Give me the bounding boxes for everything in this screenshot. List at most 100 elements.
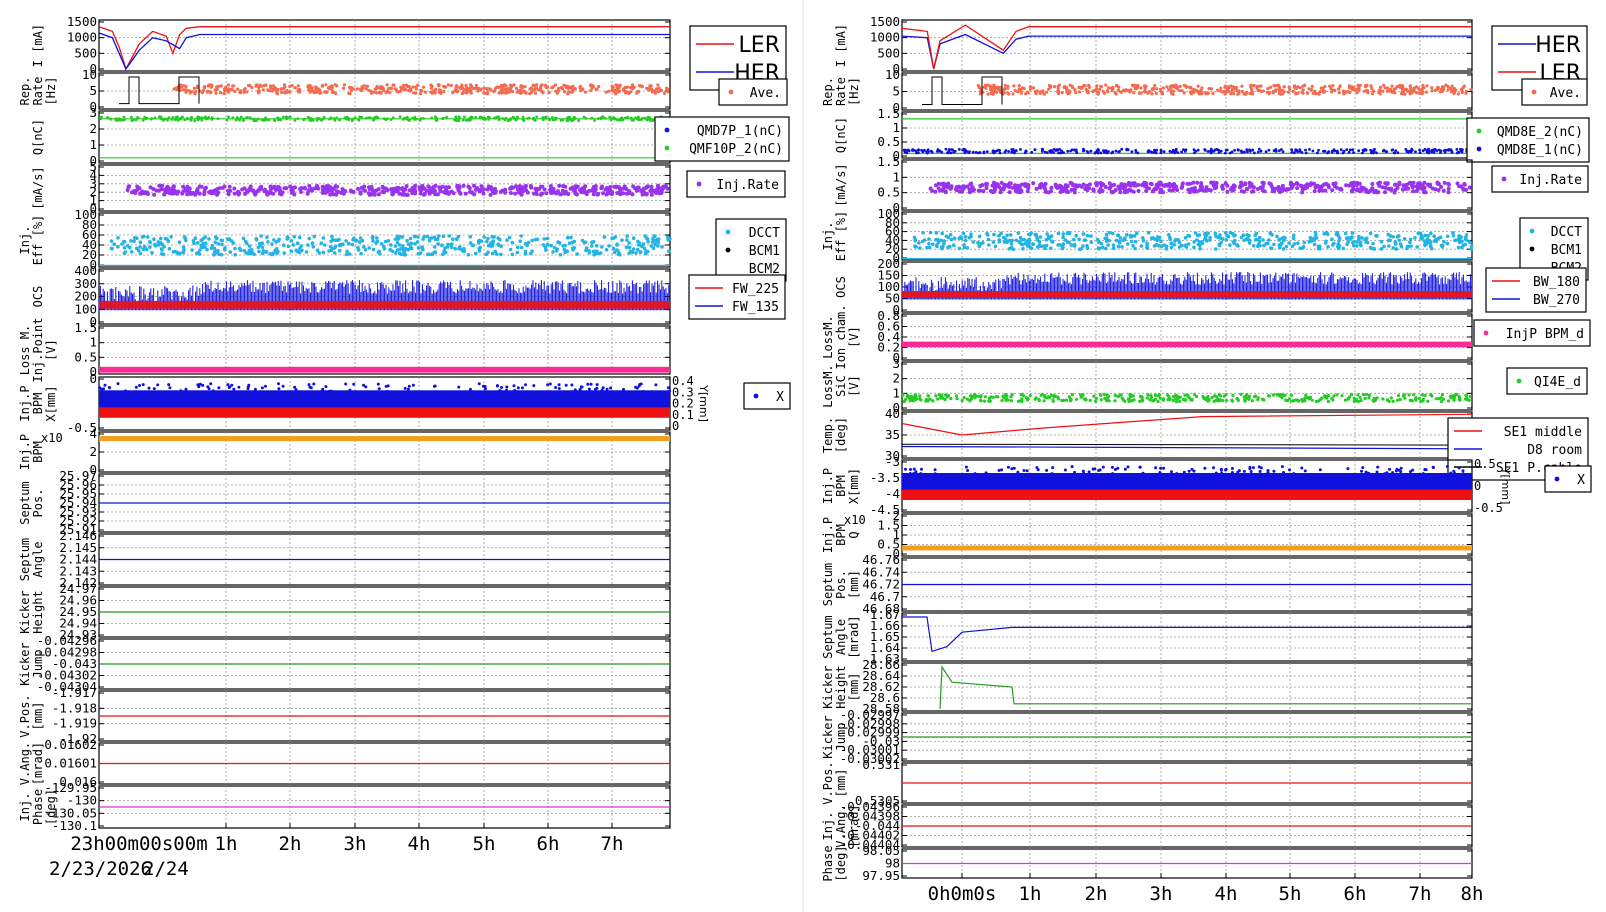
data-point (935, 244, 939, 249)
data-point (307, 184, 312, 188)
data-point (192, 241, 196, 245)
data-point (1298, 148, 1302, 152)
data-point (615, 86, 619, 90)
data-point (127, 184, 132, 189)
data-point (334, 192, 339, 197)
y-axis-label: Eff [%] (834, 211, 848, 262)
data-point (380, 85, 384, 89)
data-point (372, 192, 377, 197)
data-point (651, 118, 655, 122)
data-point (415, 240, 420, 244)
data-point (306, 189, 311, 194)
data-point (1295, 186, 1300, 191)
data-point (1381, 149, 1385, 153)
data-point (402, 83, 406, 87)
data-point (411, 383, 415, 387)
data-point (963, 151, 967, 155)
data-point (461, 249, 465, 253)
y-tick-label: 1.5 (877, 154, 900, 169)
data-point (1020, 182, 1024, 187)
data-point (581, 87, 585, 91)
data-point (468, 241, 473, 245)
data-point (1375, 151, 1378, 155)
data-point (322, 116, 326, 120)
data-point (1229, 84, 1233, 88)
data-point (1397, 238, 1402, 243)
data-point (1195, 180, 1200, 185)
data-point (159, 236, 163, 241)
data-point (1393, 182, 1397, 187)
data-point (468, 190, 472, 194)
data-point (472, 192, 477, 197)
data-point (954, 188, 959, 193)
data-point (540, 83, 544, 87)
data-point (469, 115, 473, 119)
data-point (196, 241, 200, 245)
data-point (171, 184, 176, 189)
data-point (390, 192, 395, 197)
data-point (618, 192, 623, 197)
data-point (596, 251, 600, 256)
data-point (1430, 89, 1434, 93)
data-point (553, 83, 558, 87)
data-point (1358, 189, 1363, 194)
data-point (1180, 150, 1183, 154)
data-point (1049, 185, 1054, 190)
data-point (1298, 86, 1302, 90)
data-point (1196, 242, 1201, 247)
data-point (1160, 92, 1165, 96)
data-point (1338, 84, 1342, 88)
data-point (927, 245, 932, 250)
data-point (1072, 244, 1077, 248)
data-point (396, 237, 401, 241)
legend-swatch-dot (725, 247, 731, 253)
data-point (928, 230, 933, 235)
data-point (513, 191, 518, 196)
data-point (166, 118, 169, 122)
data-point (1229, 187, 1233, 192)
data-point (420, 89, 424, 93)
data-point (473, 187, 478, 192)
data-point (222, 87, 227, 91)
data-point (302, 186, 307, 191)
data-point (167, 246, 172, 251)
data-point (407, 384, 411, 388)
data-point (965, 246, 970, 250)
data-point (138, 240, 143, 244)
data-point (1453, 238, 1457, 243)
data-point (1104, 239, 1109, 243)
data-point (587, 387, 591, 391)
data-point (384, 118, 388, 121)
data-point (1463, 235, 1468, 240)
data-point (524, 91, 528, 95)
data-point (145, 235, 150, 239)
data-point (457, 385, 461, 389)
data-point (110, 246, 114, 251)
data-point (370, 188, 375, 193)
data-point (423, 90, 428, 94)
data-point (1449, 148, 1453, 152)
data-point (1421, 83, 1425, 88)
data-point (931, 242, 935, 247)
data-point (526, 117, 529, 120)
data-point (1291, 236, 1296, 240)
data-point (1195, 233, 1200, 238)
data-point (551, 85, 555, 89)
data-point (943, 189, 948, 194)
data-point (1169, 241, 1174, 246)
data-point (530, 238, 534, 243)
data-point (486, 236, 490, 241)
data-point (1446, 190, 1451, 195)
data-point (505, 238, 509, 242)
data-point (625, 238, 629, 242)
data-point (1063, 85, 1067, 89)
data-point (483, 387, 487, 391)
data-point (1292, 242, 1297, 246)
data-point (297, 235, 302, 240)
data-point (457, 117, 460, 121)
data-point (388, 91, 392, 95)
trace-group (119, 76, 670, 105)
data-point (1200, 86, 1204, 90)
data-point (430, 116, 433, 120)
